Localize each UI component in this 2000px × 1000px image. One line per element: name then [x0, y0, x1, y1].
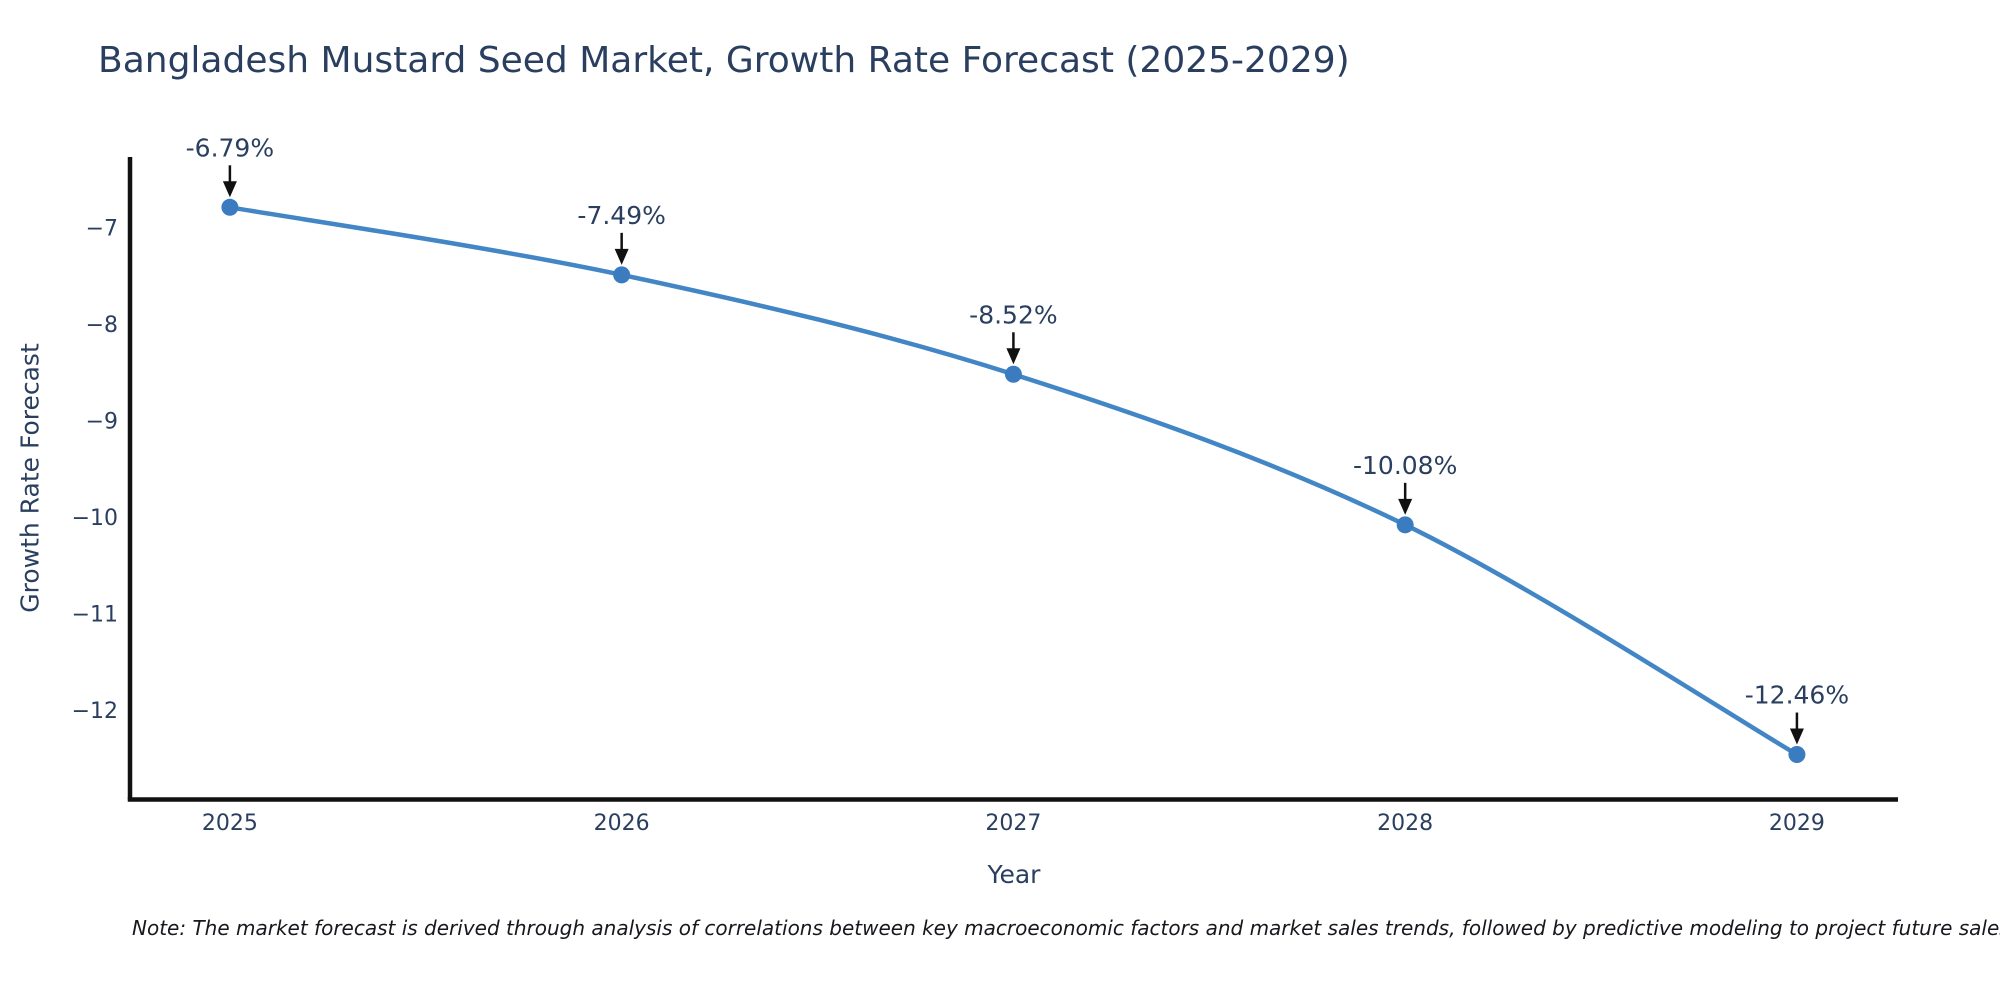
data-point-marker — [1004, 365, 1022, 383]
x-tick-label: 2026 — [594, 811, 650, 836]
x-axis-title: Year — [987, 860, 1041, 889]
x-tick-label: 2027 — [985, 811, 1041, 836]
data-point-marker — [221, 198, 239, 216]
data-point-marker — [1788, 746, 1806, 764]
line-series — [227, 205, 1800, 757]
x-tick-label: 2029 — [1769, 811, 1825, 836]
data-point-marker — [1396, 516, 1414, 534]
x-tick-label: 2028 — [1377, 811, 1433, 836]
point-annotation-label: -6.79% — [186, 133, 274, 162]
point-annotation-label: -12.46% — [1745, 681, 1849, 710]
y-tick-label: −12 — [72, 699, 118, 724]
annotation-arrowhead — [1789, 728, 1804, 745]
y-tick-label: −11 — [72, 603, 118, 628]
point-annotation-label: -10.08% — [1353, 451, 1457, 480]
point-annotation-label: -7.49% — [577, 201, 665, 230]
chart-title: Bangladesh Mustard Seed Market, Growth R… — [98, 40, 1350, 81]
y-tick-label: −7 — [86, 217, 118, 242]
y-tick-label: −9 — [86, 410, 118, 435]
y-tick-label: −8 — [86, 313, 118, 338]
annotation-arrowhead — [614, 248, 629, 265]
x-tick-label: 2025 — [202, 811, 258, 836]
annotation-arrowhead — [222, 181, 237, 198]
annotation-arrowhead — [1006, 348, 1021, 365]
annotation-arrowhead — [1398, 498, 1413, 515]
methodology-note: Note: The market forecast is derived thr… — [132, 916, 2000, 940]
y-tick-label: −10 — [72, 506, 118, 531]
point-annotation-label: -8.52% — [969, 300, 1057, 329]
data-point-marker — [613, 266, 631, 284]
